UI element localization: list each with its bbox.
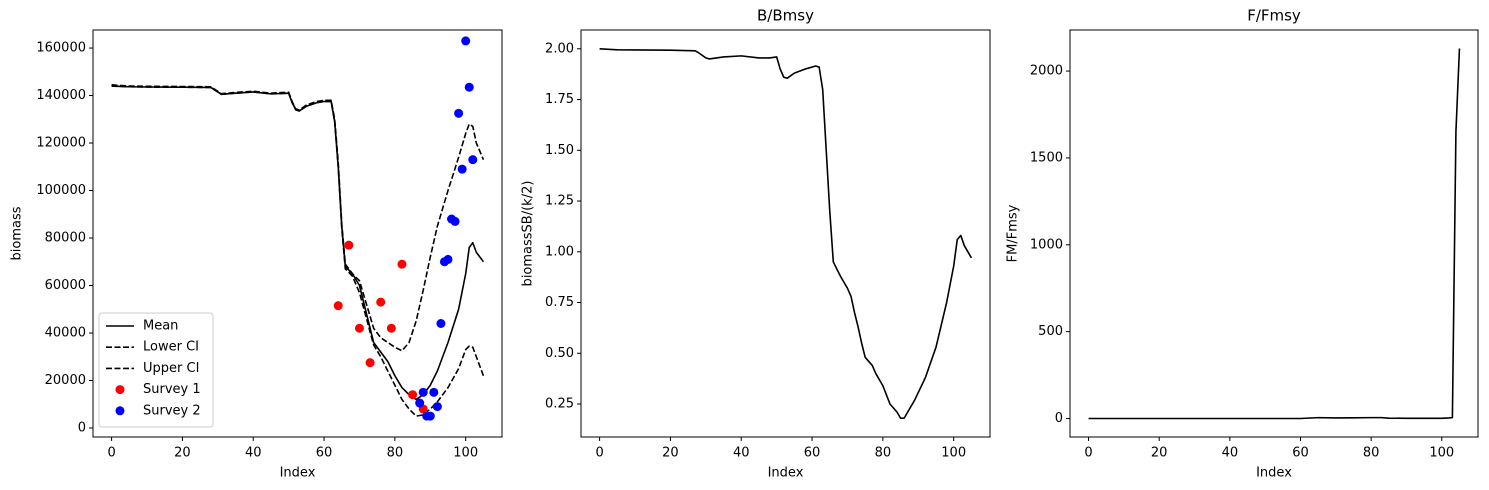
axes-frame <box>580 29 991 438</box>
y-tick-label: 1.75 <box>545 92 574 107</box>
scatter-point <box>464 82 474 92</box>
x-tick-label: 20 <box>174 446 191 461</box>
plot-area <box>599 47 973 420</box>
y-tick-label: 0.25 <box>545 397 574 412</box>
x-tick-label: 40 <box>733 446 750 461</box>
plot-area <box>111 36 485 421</box>
scatter-point <box>415 398 425 408</box>
scatter-point <box>468 155 478 165</box>
x-tick-label: 100 <box>453 446 478 461</box>
legend-marker <box>115 406 125 416</box>
legend-box <box>98 312 214 428</box>
x-tick-label: 0 <box>1084 446 1092 461</box>
line-series <box>111 84 485 352</box>
y-axis-label: FM/Fmsy <box>1006 204 1021 262</box>
x-tick-label: 80 <box>1363 446 1380 461</box>
y-tick-label: 20000 <box>45 373 86 388</box>
x-tick-label: 0 <box>595 446 603 461</box>
legend-label: Mean <box>143 319 178 334</box>
scatter-point <box>418 387 428 397</box>
scatter-point <box>365 358 375 368</box>
scatter-point <box>461 36 471 46</box>
y-axis-label: biomass <box>10 206 25 260</box>
scatter-point <box>454 108 464 118</box>
y-tick-label: 40000 <box>45 325 86 340</box>
x-tick-label: 100 <box>1429 446 1454 461</box>
scatter-point <box>386 323 396 333</box>
x-tick-label: 40 <box>245 446 262 461</box>
scatter-point <box>436 318 446 328</box>
y-tick-label: 80000 <box>45 231 86 246</box>
y-tick-label: 2000 <box>1030 64 1063 79</box>
x-tick-label: 40 <box>1222 446 1239 461</box>
y-tick-label: 160000 <box>36 41 86 56</box>
line-series <box>599 47 973 420</box>
x-tick-label: 20 <box>662 446 679 461</box>
legend-marker <box>115 385 125 395</box>
scatter-point <box>425 411 435 421</box>
legend-label: Survey 1 <box>143 382 201 397</box>
y-tick-label: 1.25 <box>545 194 574 209</box>
plot-area <box>1088 48 1461 420</box>
scatter-point <box>397 259 407 269</box>
legend-label: Survey 2 <box>143 403 201 418</box>
x-tick-label: 80 <box>387 446 404 461</box>
scatter-point <box>443 254 453 264</box>
scatter-point <box>408 390 418 400</box>
x-axis-label: Index <box>280 466 316 481</box>
y-tick-label: 140000 <box>36 88 86 103</box>
x-axis-label: Index <box>768 466 804 481</box>
x-tick-label: 80 <box>875 446 892 461</box>
y-tick-label: 120000 <box>36 136 86 151</box>
x-axis-label: Index <box>1256 466 1292 481</box>
y-tick-label: 0 <box>1055 411 1063 426</box>
x-tick-label: 0 <box>107 446 115 461</box>
y-axis-label: biomassSB/(k/2) <box>521 181 536 287</box>
chart-title: F/Fmsy <box>1247 7 1301 25</box>
scatter-point <box>344 240 354 250</box>
y-tick-label: 2.00 <box>545 41 574 56</box>
scatter-point <box>432 402 442 412</box>
y-tick-label: 1000 <box>1030 237 1063 252</box>
x-tick-label: 60 <box>316 446 333 461</box>
x-tick-label: 100 <box>941 446 966 461</box>
scatter-point <box>450 216 460 226</box>
y-tick-label: 1.50 <box>545 143 574 158</box>
axes-frame <box>1069 29 1479 438</box>
scatter-point <box>354 323 364 333</box>
legend-label: Lower CI <box>143 340 199 355</box>
y-tick-label: 0 <box>78 420 86 435</box>
y-tick-label: 60000 <box>45 278 86 293</box>
y-tick-label: 0.75 <box>545 295 574 310</box>
y-tick-label: 500 <box>1038 324 1063 339</box>
line-series <box>1088 48 1461 420</box>
axes-frame <box>92 29 503 438</box>
y-tick-label: 0.50 <box>545 346 574 361</box>
x-tick-label: 20 <box>1151 446 1168 461</box>
scatter-point <box>376 297 386 307</box>
y-tick-label: 100000 <box>36 183 86 198</box>
x-tick-label: 60 <box>1292 446 1309 461</box>
y-tick-label: 1.00 <box>545 244 574 259</box>
x-tick-label: 60 <box>804 446 821 461</box>
scatter-point <box>457 164 467 174</box>
legend-label: Upper CI <box>143 361 199 376</box>
scatter-point <box>333 301 343 311</box>
chart-title: B/Bmsy <box>757 7 814 25</box>
y-tick-label: 1500 <box>1030 150 1063 165</box>
scatter-point <box>429 387 439 397</box>
